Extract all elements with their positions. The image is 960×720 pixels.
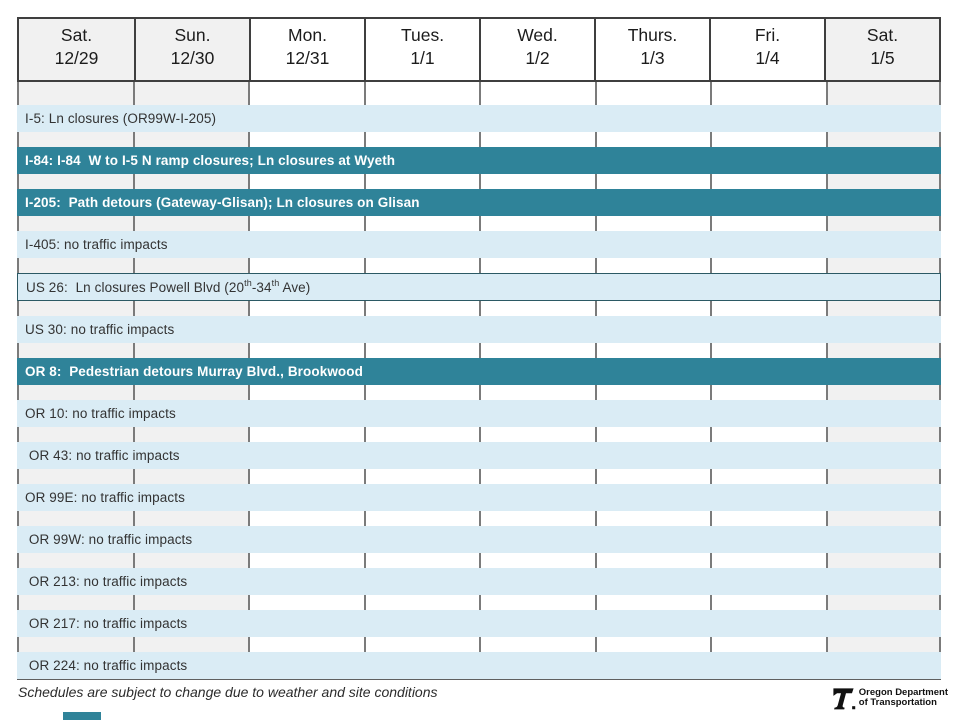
- bar-label-segment: I-205: Path detours (Gateway-Glisan); Ln…: [25, 195, 420, 210]
- tick-row: [17, 469, 941, 484]
- day-label: Sat.: [866, 25, 899, 45]
- schedule-disclaimer: Schedules are subject to change due to w…: [18, 684, 438, 700]
- header-day-cell-1: Sun. 12/30: [134, 19, 249, 80]
- odot-logo-line1: Oregon Department: [858, 686, 948, 698]
- header-day-cell-0: Sat. 12/29: [19, 19, 134, 80]
- day-label: Thurs.: [627, 25, 678, 45]
- header-day-cell-2: Mon. 12/31: [249, 19, 364, 80]
- bar-label-segment: OR 224: no traffic impacts: [25, 658, 188, 673]
- tick-row: [17, 553, 941, 568]
- tick-row: [17, 258, 941, 273]
- odot-logo: Oregon Department of Transportation: [831, 685, 948, 711]
- bar-i-5: I-5: Ln closures (OR99W-I-205): [17, 105, 941, 132]
- day-label: Sat.: [60, 25, 93, 45]
- day-date: 1/4: [755, 48, 780, 68]
- odot-logo-text: Oregon Department of Transportation: [858, 686, 948, 709]
- header-day-cell-5: Thurs. 1/3: [594, 19, 709, 80]
- tick-row: [17, 595, 941, 610]
- odot-logo-line2: of Transportation: [858, 697, 937, 708]
- tick-row: [17, 385, 941, 400]
- bar-or-213: OR 213: no traffic impacts: [17, 568, 941, 595]
- tick-row: [17, 427, 941, 442]
- bar-label-segment: OR 99W: no traffic impacts: [25, 532, 193, 547]
- tick-row: [17, 82, 941, 105]
- tick-row: [17, 511, 941, 526]
- bar-or-8: OR 8: Pedestrian detours Murray Blvd., B…: [17, 358, 941, 385]
- bar-or-99w: OR 99W: no traffic impacts: [17, 526, 941, 553]
- schedule-body: I-5: Ln closures (OR99W-I-205) I-84: I-84…: [17, 82, 941, 680]
- day-label: Wed.: [517, 25, 558, 45]
- day-date: 1/2: [525, 48, 550, 68]
- tick-row: [17, 301, 941, 316]
- bottom-edge-accent: [63, 712, 101, 720]
- day-date: 1/5: [870, 48, 895, 68]
- bar-label-segment: OR 217: no traffic impacts: [25, 616, 188, 631]
- odot-logo-icon: [833, 688, 856, 710]
- bar-label-segment: OR 10: no traffic impacts: [25, 406, 176, 421]
- header-day-cell-6: Fri. 1/4: [709, 19, 824, 80]
- bar-i-405: I-405: no traffic impacts: [17, 231, 941, 258]
- tick-row: [17, 637, 941, 652]
- day-label: Mon.: [288, 25, 327, 45]
- bar-i-205: I-205: Path detours (Gateway-Glisan); Ln…: [17, 189, 941, 216]
- highway-rows: I-5: Ln closures (OR99W-I-205) I-84: I-84…: [17, 82, 941, 679]
- bar-label-segment: Ave): [279, 279, 311, 295]
- schedule-table: Sat. 12/29 Sun. 12/30 Mon. 12/31 Tues. 1/1 Wed. 1…: [17, 17, 941, 680]
- bar-or-99e: OR 99E: no traffic impacts: [17, 484, 941, 511]
- day-date: 12/29: [54, 48, 99, 68]
- day-date: 1/3: [640, 48, 665, 68]
- day-header-row: Sat. 12/29 Sun. 12/30 Mon. 12/31 Tues. 1/1 Wed. 1…: [17, 17, 941, 82]
- bar-label-segment: OR 213: no traffic impacts: [25, 574, 188, 589]
- day-date: 12/31: [285, 48, 330, 68]
- bar-label-segment: OR 8: Pedestrian detours Murray Blvd., B…: [25, 364, 363, 379]
- bar-label-segment: OR 43: no traffic impacts: [25, 448, 180, 463]
- header-day-cell-3: Tues. 1/1: [364, 19, 479, 80]
- bar-label-segment: US 26: Ln closures Powell Blvd (20: [26, 279, 245, 295]
- bar-label-segment: th: [271, 278, 280, 288]
- day-label: Sun.: [174, 25, 211, 45]
- bar-label-segment: th: [244, 278, 252, 288]
- bar-label-segment: US 30: no traffic impacts: [25, 322, 175, 337]
- tick-row: [17, 132, 941, 147]
- tick-row: [17, 174, 941, 189]
- bar-label-segment: OR 99E: no traffic impacts: [25, 490, 185, 505]
- bar-us-30: US 30: no traffic impacts: [17, 316, 941, 343]
- tick-row: [17, 343, 941, 358]
- bar-label-segment: I-405: no traffic impacts: [25, 237, 168, 252]
- day-label: Fri.: [754, 25, 781, 45]
- day-date: 12/30: [170, 48, 215, 68]
- bar-or-10: OR 10: no traffic impacts: [17, 400, 941, 427]
- tick-row: [17, 216, 941, 231]
- bar-or-224: OR 224: no traffic impacts: [17, 652, 941, 679]
- bar-us-26: US 26: Ln closures Powell Blvd (20 th -34 t…: [17, 273, 941, 301]
- bar-label-segment: -34: [251, 279, 272, 295]
- bar-label-segment: I-84: I-84 W to I-5 N ramp closures; Ln …: [25, 153, 396, 168]
- bar-or-43: OR 43: no traffic impacts: [17, 442, 941, 469]
- header-day-cell-4: Wed. 1/2: [479, 19, 594, 80]
- day-label: Tues.: [400, 25, 445, 45]
- bar-or-217: OR 217: no traffic impacts: [17, 610, 941, 637]
- bar-i-84: I-84: I-84 W to I-5 N ramp closures; Ln …: [17, 147, 941, 174]
- bar-label-segment: I-5: Ln closures (OR99W-I-205): [25, 111, 217, 126]
- header-day-cell-7: Sat. 1/5: [824, 19, 939, 80]
- day-date: 1/1: [410, 48, 435, 68]
